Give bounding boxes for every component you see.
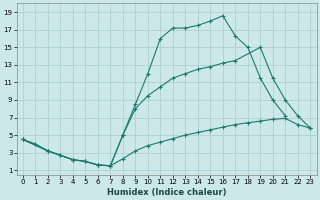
X-axis label: Humidex (Indice chaleur): Humidex (Indice chaleur) [107,188,226,197]
